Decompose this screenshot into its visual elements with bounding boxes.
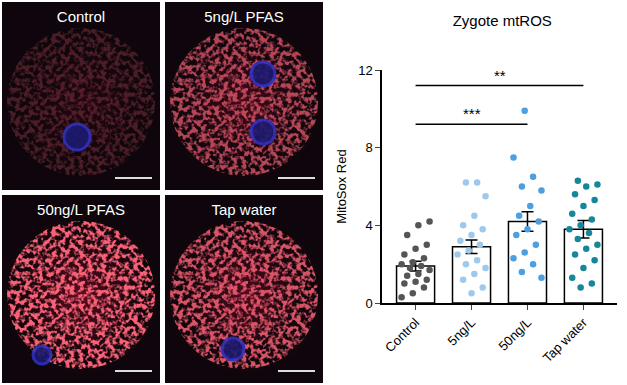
svg-text:12: 12: [358, 63, 372, 78]
svg-text:8: 8: [365, 140, 372, 155]
svg-text:4: 4: [365, 218, 372, 233]
svg-text:**: **: [494, 67, 506, 84]
svg-text:50ng/L PFAS: 50ng/L PFAS: [37, 201, 125, 218]
svg-text:0: 0: [365, 296, 372, 311]
svg-text:5ng/L: 5ng/L: [445, 315, 479, 349]
svg-text:Control: Control: [382, 315, 422, 355]
svg-text:Tap water: Tap water: [211, 201, 276, 218]
svg-text:Zygote mtROS: Zygote mtROS: [453, 12, 552, 29]
svg-text:Control: Control: [57, 8, 105, 25]
svg-text:Tap water: Tap water: [540, 314, 591, 365]
svg-text:***: ***: [463, 105, 481, 122]
svg-text:MitoSox Red: MitoSox Red: [334, 149, 349, 223]
svg-text:5ng/L PFAS: 5ng/L PFAS: [204, 8, 284, 25]
svg-text:50ng/L: 50ng/L: [495, 315, 534, 354]
